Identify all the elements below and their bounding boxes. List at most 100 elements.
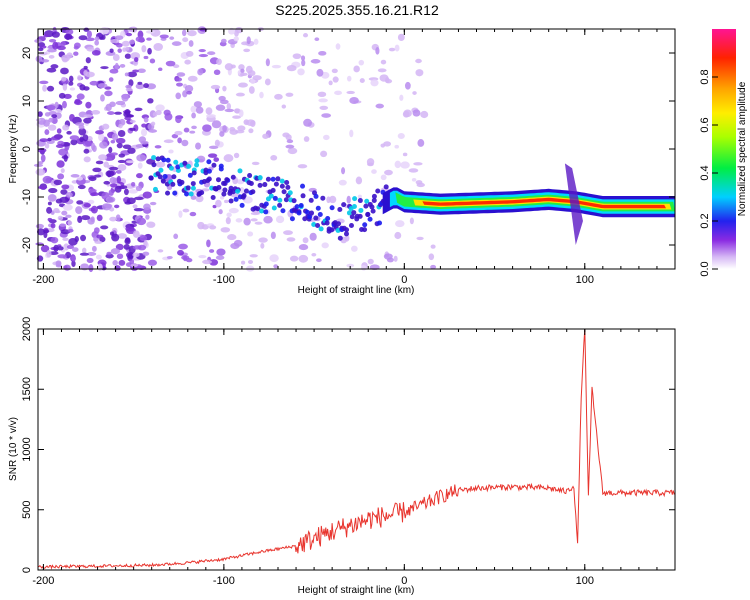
- heatmap-speckle: [118, 153, 126, 158]
- heatmap-speckle: [309, 232, 317, 241]
- heatmap-blob: [351, 210, 357, 216]
- heatmap-speckle: [225, 216, 231, 225]
- heatmap-speckle: [149, 58, 156, 64]
- heatmap-speckle: [430, 244, 436, 249]
- heatmap-speckle: [59, 223, 67, 227]
- heatmap-speckle: [37, 111, 43, 118]
- heatmap-speckle: [91, 110, 101, 115]
- heatmap-speckle: [36, 228, 46, 236]
- heatmap-speckle: [100, 225, 109, 230]
- heatmap-speckle: [127, 147, 136, 154]
- x-tick-label: -100: [213, 575, 235, 587]
- heatmap-speckle: [220, 195, 225, 200]
- heatmap-speckle: [413, 162, 423, 166]
- heatmap-speckle: [404, 81, 411, 90]
- heatmap-speckle: [116, 253, 124, 260]
- heatmap-blob: [222, 187, 228, 193]
- heatmap-speckle: [48, 124, 57, 131]
- heatmap-blob: [179, 179, 185, 185]
- heatmap-speckle: [226, 212, 232, 218]
- heatmap-speckle: [182, 37, 189, 43]
- heatmap-speckle: [208, 145, 219, 149]
- heatmap-speckle: [212, 204, 217, 209]
- heatmap-blob: [259, 208, 265, 214]
- heatmap-speckle: [394, 160, 402, 169]
- heatmap-speckle: [250, 218, 258, 222]
- heatmap-blob: [296, 210, 302, 216]
- heatmap-blob: [358, 207, 364, 213]
- heatmap-blob: [317, 212, 323, 218]
- heatmap-blob: [182, 160, 188, 166]
- heatmap-speckle: [42, 175, 53, 184]
- heatmap-blob: [370, 208, 376, 214]
- heatmap-speckle: [218, 209, 223, 215]
- heatmap-speckle: [117, 163, 127, 171]
- heatmap-blob: [248, 180, 254, 186]
- heatmap-speckle: [351, 245, 358, 252]
- heatmap-speckle: [108, 77, 114, 82]
- heatmap-speckle: [61, 76, 67, 82]
- heatmap-blob: [329, 227, 335, 233]
- heatmap-speckle: [99, 27, 110, 35]
- heatmap-blob: [168, 165, 174, 171]
- heatmap-speckle: [175, 92, 182, 100]
- heatmap-speckle: [103, 180, 111, 185]
- heatmap-speckle: [222, 85, 227, 92]
- heatmap-speckle: [346, 90, 355, 95]
- heatmap-speckle: [206, 114, 216, 118]
- heatmap-speckle: [198, 158, 205, 163]
- heatmap-speckle: [60, 189, 68, 195]
- heatmap-speckle: [73, 42, 81, 49]
- heatmap-blob: [287, 190, 293, 196]
- heatmap-speckle: [77, 184, 86, 190]
- heatmap-speckle: [71, 260, 76, 267]
- heatmap-speckle: [124, 201, 132, 205]
- heatmap-speckle: [371, 169, 377, 174]
- heatmap-speckle: [172, 64, 180, 69]
- heatmap-speckle: [85, 101, 92, 109]
- heatmap-speckle: [115, 243, 124, 251]
- colorbar-tick-label: 0.6: [699, 117, 711, 132]
- heatmap-blob: [335, 227, 341, 233]
- heatmap-speckle: [132, 69, 139, 73]
- heatmap-blob: [175, 164, 181, 170]
- heatmap-speckle: [66, 244, 75, 250]
- heatmap-speckle: [420, 110, 429, 119]
- heatmap-speckle: [181, 255, 190, 260]
- heatmap-speckle: [62, 237, 69, 241]
- heatmap-blob: [194, 162, 200, 168]
- heatmap-speckle: [152, 112, 158, 117]
- heatmap-speckle: [214, 139, 220, 147]
- heatmap-x-axis-label: Height of straight line (km): [298, 285, 415, 296]
- heatmap-speckle: [246, 119, 256, 126]
- heatmap-speckle: [53, 244, 59, 252]
- heatmap-speckle: [182, 208, 190, 213]
- heatmap-speckle: [96, 214, 103, 222]
- heatmap-speckle: [48, 54, 55, 59]
- heatmap-speckle: [341, 167, 346, 175]
- heatmap-blob: [271, 205, 277, 211]
- heatmap-blob: [318, 226, 324, 232]
- heatmap-speckle: [260, 242, 265, 249]
- heatmap-speckle: [147, 98, 154, 104]
- heatmap-speckle: [191, 112, 196, 119]
- heatmap-speckle: [233, 152, 240, 159]
- heatmap-blob: [362, 222, 368, 228]
- heatmap-speckle: [211, 120, 222, 129]
- heatmap-speckle: [393, 255, 398, 262]
- heatmap-speckle: [77, 75, 82, 81]
- heatmap-speckle: [411, 177, 417, 182]
- heatmap-speckle: [53, 207, 60, 214]
- heatmap-speckle: [292, 53, 302, 60]
- heatmap-speckle: [232, 115, 241, 119]
- heatmap-speckle: [195, 142, 202, 150]
- heatmap-speckle: [118, 123, 123, 129]
- heatmap-speckle: [71, 255, 76, 262]
- y-tick-label: 0: [21, 146, 33, 152]
- heatmap-speckle: [338, 179, 347, 186]
- heatmap-speckle: [282, 132, 290, 138]
- heatmap-speckle: [230, 242, 240, 250]
- heatmap-speckle: [111, 233, 120, 242]
- heatmap-speckle: [148, 129, 158, 133]
- heatmap-blob: [383, 184, 389, 190]
